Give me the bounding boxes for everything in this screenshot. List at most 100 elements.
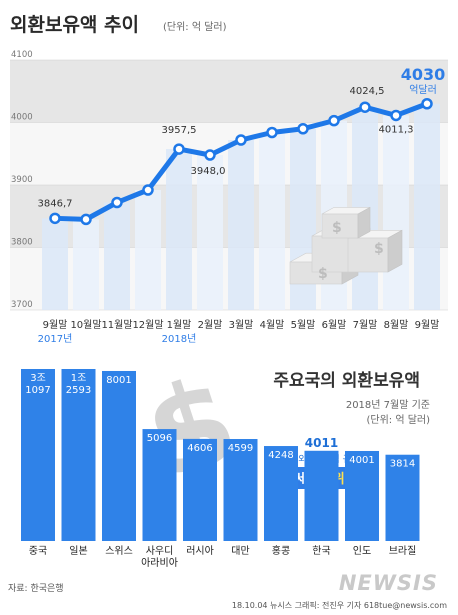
bar xyxy=(102,370,136,541)
bar-value-label: 2593 xyxy=(66,385,91,396)
x-tick-label: 3월말 xyxy=(229,319,254,331)
data-label: 3846,7 xyxy=(38,198,73,209)
bar-category-label: 대만 xyxy=(231,545,249,557)
x-tick-label: 2월말 xyxy=(198,319,223,331)
bar-category-label: 아라비아 xyxy=(141,557,178,569)
point-column xyxy=(228,140,254,310)
x-tick-label: 8월말 xyxy=(384,319,409,331)
money-dollar-mark: $ xyxy=(318,266,328,282)
bar-category-label: 일본 xyxy=(69,545,87,557)
y-tick-label: 3700 xyxy=(11,300,33,310)
bar-category-label: 인도 xyxy=(353,545,371,557)
bar xyxy=(223,439,258,541)
bar-category-label: 홍콩 xyxy=(272,544,290,557)
money-front xyxy=(321,213,359,239)
x-tick-label: 12월말 xyxy=(132,319,163,331)
bar xyxy=(264,446,298,541)
x-year-label: 2017년 xyxy=(38,333,73,345)
final-value-unit: 억달러 xyxy=(409,84,437,96)
series-point xyxy=(49,212,61,225)
x-tick-label: 1월말 xyxy=(167,319,192,331)
series-point xyxy=(111,196,123,209)
bar-category-label: 러시아 xyxy=(186,545,214,557)
bar xyxy=(304,450,339,541)
bar-value-label: 8001 xyxy=(106,375,131,386)
point-column xyxy=(197,155,223,310)
bar-category-label: 스위스 xyxy=(105,544,133,557)
x-tick-label: 5월말 xyxy=(291,319,316,331)
point-column xyxy=(383,115,409,310)
credit-label: 18.10.04 뉴시스 그래픽: 전진우 기자 618tue@newsis.c… xyxy=(232,600,447,610)
data-label: 3948,0 xyxy=(191,166,226,177)
line-y-ticks: 3700 3800 3900 4000 4100 xyxy=(11,50,33,310)
bar-value-label: 4599 xyxy=(228,443,253,454)
bar-value-label: 1097 xyxy=(25,385,50,396)
bar-value-label: 1조 xyxy=(71,373,87,384)
x-tick-label: 6월말 xyxy=(322,319,347,331)
newsis-logo: NEWSIS xyxy=(339,571,438,595)
x-tick-label: 10월말 xyxy=(70,319,101,331)
bar xyxy=(345,450,379,541)
series-point xyxy=(235,134,247,146)
series-point xyxy=(421,98,433,110)
x-tick-label: 9월말 xyxy=(43,319,68,331)
money-dollar-mark: $ xyxy=(374,241,384,257)
x-tick-label: 7월말 xyxy=(353,319,378,331)
bar xyxy=(21,369,55,541)
bar-chart-unit: (단위: 억 달러) xyxy=(366,413,430,426)
bar-category-label: 브라질 xyxy=(389,545,417,557)
series-point xyxy=(142,184,154,196)
bar-chart-subtitle: 2018년 7월말 기준 xyxy=(346,399,430,411)
y-tick-label: 3800 xyxy=(11,238,33,248)
bar xyxy=(142,429,177,541)
x-year-label: 2018년 xyxy=(162,333,197,345)
data-label: 4011,3 xyxy=(379,124,414,135)
series-point xyxy=(297,123,309,135)
money-side xyxy=(387,229,403,273)
point-column xyxy=(259,132,285,310)
money-side xyxy=(357,206,371,239)
series-point xyxy=(173,143,185,155)
x-tick-label: 9월말 xyxy=(415,319,440,331)
bar-value-label: 4606 xyxy=(187,443,212,454)
page-title: 외환보유액 추이 xyxy=(10,14,139,36)
bar-category-label: 중국 xyxy=(29,545,47,557)
bar-value-label: 4011 xyxy=(305,436,338,450)
money-front xyxy=(347,237,389,273)
bar-value-label: 4248 xyxy=(268,450,293,461)
point-column xyxy=(73,219,99,310)
bar-value-label: 3조 xyxy=(30,373,46,384)
point-column xyxy=(135,190,161,310)
bar xyxy=(183,438,217,541)
point-column xyxy=(414,103,440,310)
series-point xyxy=(390,109,402,122)
bar-category-label: 한국 xyxy=(312,545,330,557)
line-unit-label: (단위: 억 달러) xyxy=(163,20,227,33)
x-tick-label: 11월말 xyxy=(101,319,132,331)
bar-category-label: 사우디 xyxy=(146,545,174,557)
source-label: 자료: 한국은행 xyxy=(8,582,64,594)
bar xyxy=(385,454,420,541)
y-tick-label: 3900 xyxy=(11,175,33,185)
line-series xyxy=(49,98,433,226)
final-value-label: 4030 xyxy=(401,65,446,84)
bar xyxy=(61,369,96,541)
point-column xyxy=(166,149,192,310)
series-point xyxy=(80,213,92,226)
y-tick-label: 4100 xyxy=(11,50,33,60)
data-label: 4024,5 xyxy=(350,86,385,97)
series-point xyxy=(359,101,371,113)
bar-value-label: 4001 xyxy=(349,455,374,466)
bar-chart-title: 주요국의 외환보유액 xyxy=(273,371,420,391)
series-point xyxy=(328,114,340,127)
x-tick-label: 4월말 xyxy=(260,319,285,331)
y-tick-label: 4000 xyxy=(11,113,33,123)
money-stack-icon: $ $ $ xyxy=(289,206,403,285)
bar-value-label: 5096 xyxy=(147,433,172,444)
bar-value-label: 3814 xyxy=(390,459,415,470)
series-point xyxy=(204,149,216,161)
